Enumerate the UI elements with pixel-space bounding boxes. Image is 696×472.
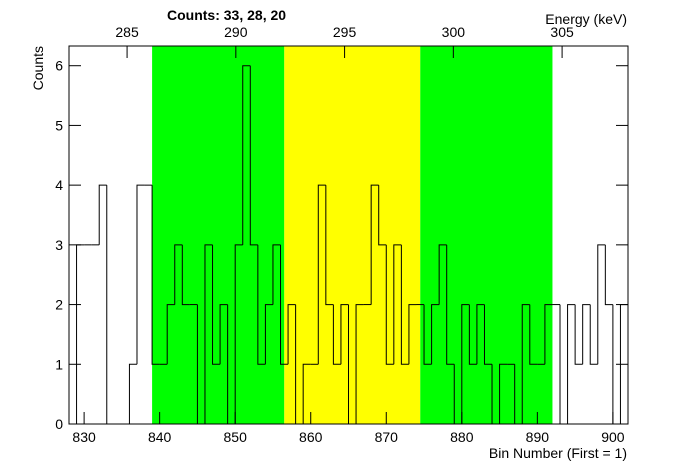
bin	[393, 244, 402, 365]
bin	[476, 304, 485, 365]
bin	[128, 363, 137, 424]
bin	[242, 65, 251, 245]
bin	[287, 304, 296, 365]
x2-tick-label: 285	[115, 24, 139, 40]
x-tick-label: 890	[526, 429, 550, 445]
y-tick-label: 2	[55, 297, 63, 313]
bin	[499, 363, 508, 424]
region	[284, 46, 421, 424]
x2-axis-label: Energy (keV)	[545, 11, 627, 27]
bin	[174, 244, 183, 305]
x-tick-label: 840	[148, 429, 172, 445]
y-tick-label: 3	[55, 237, 63, 253]
x-tick-label: 900	[601, 429, 625, 445]
bin	[529, 304, 538, 365]
bin	[212, 244, 221, 365]
x-tick-label: 830	[72, 429, 96, 445]
regions	[152, 46, 553, 424]
bin	[567, 304, 576, 424]
bin	[446, 244, 455, 365]
bin	[408, 304, 417, 365]
x2-tick-label: 300	[442, 24, 466, 40]
bin	[574, 304, 583, 365]
bin	[302, 363, 311, 424]
y-tick-label: 1	[55, 356, 63, 372]
bin	[400, 244, 409, 365]
bin	[438, 244, 447, 305]
bin	[355, 304, 364, 424]
bin	[136, 184, 145, 365]
x-axis-label: Bin Number (First = 1)	[489, 445, 627, 461]
bin	[98, 184, 107, 245]
bin	[166, 304, 175, 365]
bin	[423, 304, 432, 365]
y-axis-label: Counts	[30, 46, 46, 90]
bin	[317, 184, 326, 365]
bin	[378, 185, 387, 246]
x2-tick-label: 295	[333, 24, 357, 40]
bin	[431, 304, 440, 365]
y-tick-label: 0	[55, 416, 63, 432]
x-tick-label: 870	[375, 429, 399, 445]
bin	[219, 304, 228, 365]
bin	[234, 244, 243, 424]
bin	[204, 244, 213, 424]
bin	[249, 65, 258, 246]
bin	[340, 304, 349, 365]
bin	[589, 304, 598, 365]
x-tick-label: 880	[450, 429, 474, 445]
x2-tick-label: 290	[224, 24, 248, 40]
bin	[272, 244, 281, 305]
bin	[151, 185, 160, 365]
bin	[280, 244, 289, 365]
bin	[264, 304, 273, 365]
bin	[604, 244, 613, 306]
bin	[544, 304, 553, 365]
x-tick-label: 850	[224, 429, 248, 445]
bin	[483, 304, 493, 365]
bin	[257, 244, 266, 365]
bin	[521, 304, 530, 424]
region	[420, 46, 553, 424]
bin	[597, 244, 606, 365]
plot-frame	[68, 45, 629, 425]
y-tick-label: 6	[55, 58, 63, 74]
bin	[468, 304, 477, 365]
y-tick-label: 5	[55, 117, 63, 133]
bin	[461, 304, 470, 424]
x2-tick-label: 305	[550, 24, 574, 40]
x-tick-label: 860	[299, 429, 323, 445]
bin	[582, 304, 591, 365]
bin	[385, 244, 394, 365]
bin	[370, 184, 379, 305]
y-tick-label: 4	[55, 177, 63, 193]
bin	[332, 304, 341, 365]
region	[152, 46, 285, 424]
bin	[181, 244, 190, 306]
bin	[325, 185, 334, 306]
chart-title: Counts: 33, 28, 20	[167, 7, 286, 23]
